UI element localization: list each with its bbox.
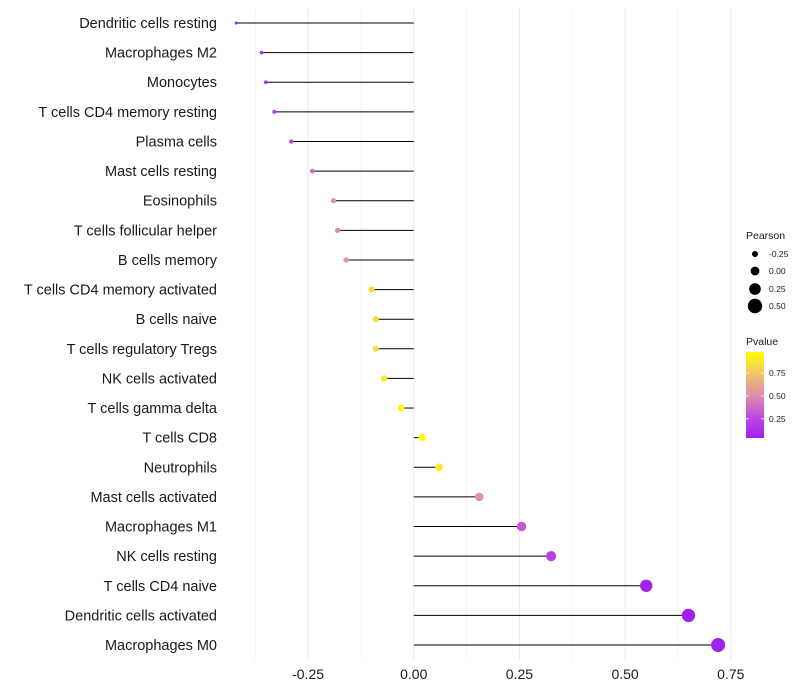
- x-tick-label: 0.25: [506, 666, 533, 682]
- x-axis-ticks: -0.25 0.00 0.25 0.50 0.75: [292, 666, 744, 682]
- size-legend-label: 0.00: [769, 266, 786, 276]
- category-label: Eosinophils: [143, 194, 217, 210]
- lollipop-point: [335, 227, 341, 233]
- size-legend-key: [749, 283, 761, 295]
- category-label: Macrophages M1: [105, 520, 217, 536]
- size-legend-label: 0.50: [769, 301, 786, 311]
- size-legend-key: [747, 298, 763, 314]
- category-label: NK cells resting: [116, 549, 217, 565]
- category-label: B cells naive: [136, 312, 217, 328]
- color-legend-bar: [746, 352, 764, 438]
- lollipop-point: [289, 139, 294, 144]
- x-tick-label: 0.75: [717, 666, 744, 682]
- size-legend-key: [752, 251, 758, 257]
- lollipop-point: [259, 50, 264, 55]
- lollipop-point: [418, 434, 426, 442]
- lollipop-point: [397, 404, 405, 412]
- lollipop-point: [263, 80, 268, 85]
- category-label: Macrophages M0: [105, 638, 217, 654]
- category-label: Plasma cells: [136, 134, 217, 150]
- category-label: Dendritic cells activated: [65, 608, 217, 624]
- category-label: T cells CD4 memory resting: [38, 105, 217, 121]
- lollipop-point: [380, 375, 388, 382]
- lollipop-point: [711, 638, 726, 652]
- category-label: Monocytes: [147, 75, 217, 91]
- size-legend-label: -0.25: [769, 249, 789, 259]
- lollipop-point: [516, 521, 527, 532]
- size-legend-label: 0.25: [769, 284, 786, 294]
- lollipop-point: [309, 168, 315, 174]
- lollipop-point: [372, 316, 379, 323]
- lollipop-point: [681, 608, 696, 623]
- legend: Pearson -0.25 0.00 0.25 0.50 Pvalue 0.75 0.50 0.…: [746, 230, 789, 438]
- category-label: Neutrophils: [144, 460, 217, 476]
- color-legend-label: 0.75: [769, 368, 786, 378]
- category-label: T cells regulatory Tregs: [67, 342, 217, 358]
- lollipop-point: [640, 579, 653, 592]
- category-label: T cells follicular helper: [74, 223, 217, 239]
- color-legend-label: 0.25: [769, 414, 786, 424]
- category-label: Dendritic cells resting: [79, 16, 217, 32]
- category-label: NK cells activated: [102, 371, 217, 387]
- category-label: T cells CD4 memory activated: [24, 283, 217, 299]
- lollipop-point: [368, 286, 375, 293]
- x-tick-label: 0.00: [400, 666, 427, 682]
- lollipop-point: [330, 198, 337, 204]
- lollipop-point: [435, 463, 443, 472]
- points-layer: [234, 21, 726, 652]
- lollipop-point: [272, 109, 277, 114]
- size-legend-key: [750, 266, 760, 276]
- lollipop-point: [546, 551, 557, 562]
- x-tick-label: 0.50: [611, 666, 638, 682]
- grid-layer: [254, 8, 732, 660]
- category-label: Mast cells resting: [105, 164, 217, 180]
- color-legend-title: Pvalue: [746, 336, 778, 348]
- category-label: Mast cells activated: [90, 490, 217, 506]
- stems-layer: [236, 22, 719, 646]
- category-label: B cells memory: [118, 253, 218, 269]
- lollipop-point: [372, 345, 379, 352]
- size-legend-title: Pearson: [746, 230, 785, 242]
- category-label: T cells CD4 naive: [104, 579, 217, 595]
- category-label: T cells CD8: [142, 431, 217, 447]
- category-label: T cells gamma delta: [88, 401, 218, 417]
- category-labels: Dendritic cells resting Macrophages M2 Mon…: [24, 16, 218, 654]
- x-tick-label: -0.25: [292, 666, 324, 682]
- category-label: Macrophages M2: [105, 46, 217, 62]
- color-legend-label: 0.50: [769, 391, 786, 401]
- lollipop-point: [343, 257, 349, 263]
- lollipop-point: [234, 21, 238, 25]
- lollipop-point: [475, 492, 484, 502]
